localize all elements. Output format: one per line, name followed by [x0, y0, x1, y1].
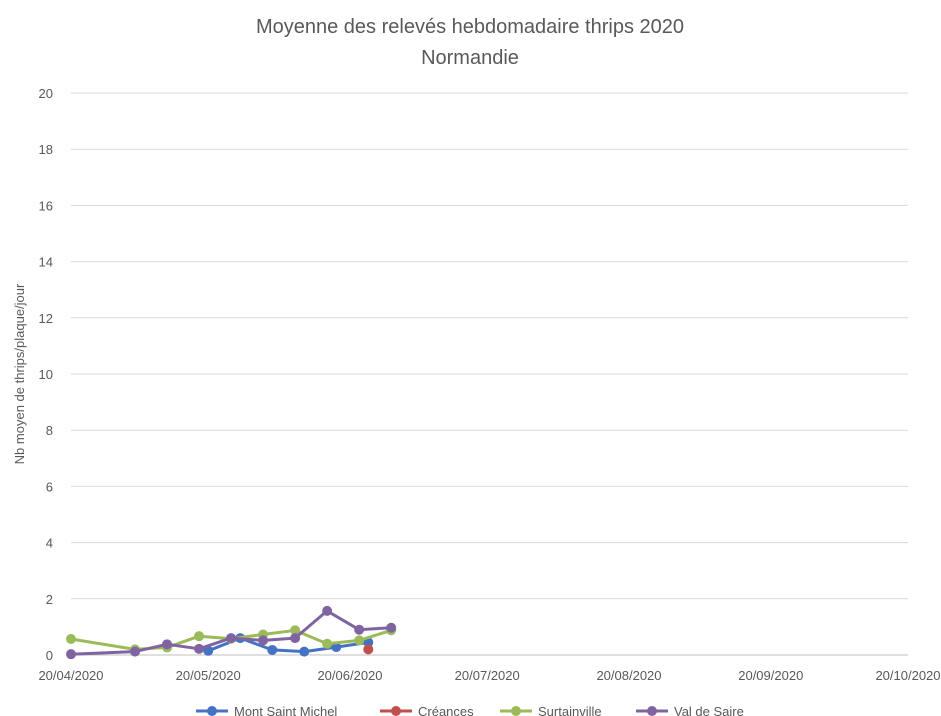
y-tick-label: 8 — [46, 423, 53, 438]
data-point — [322, 638, 333, 649]
x-tick-label: 20/06/2020 — [317, 668, 382, 683]
x-tick-label: 20/07/2020 — [455, 668, 520, 683]
x-tick-label: 20/08/2020 — [596, 668, 661, 683]
y-tick-label: 12 — [39, 311, 53, 326]
data-point — [354, 624, 365, 635]
legend-item: Surtainville — [500, 704, 602, 716]
data-point — [322, 605, 333, 616]
data-point — [267, 644, 278, 655]
chart-title: Moyenne des relevés hebdomadaire thrips … — [256, 16, 684, 69]
legend-marker — [647, 706, 657, 716]
y-tick-label: 2 — [46, 592, 53, 607]
y-axis-title: Nb moyen de thrips/plaque/jour — [12, 283, 27, 464]
x-tick-label: 20/10/2020 — [875, 668, 940, 683]
y-tick-label: 14 — [39, 255, 53, 270]
legend-marker — [391, 706, 401, 716]
y-tick-label: 16 — [39, 198, 53, 213]
y-tick-label: 10 — [39, 367, 53, 382]
x-tick-label: 20/04/2020 — [38, 668, 103, 683]
legend-label: Surtainville — [538, 704, 602, 716]
legend-label: Mont Saint Michel — [234, 704, 337, 716]
series-group — [66, 605, 397, 660]
legend-marker — [207, 706, 217, 716]
data-point — [194, 643, 205, 654]
data-point — [203, 645, 214, 656]
legend-marker — [511, 706, 521, 716]
series — [66, 605, 397, 660]
legend-item: Val de Saire — [636, 704, 744, 716]
legend: Mont Saint Michel Créances Surtainville Val… — [196, 704, 744, 716]
data-point — [66, 633, 76, 644]
legend-label: Créances — [418, 704, 474, 716]
data-point — [162, 639, 173, 650]
x-tick-label: 20/05/2020 — [176, 668, 241, 683]
x-axis-ticks: 20/04/2020 20/05/2020 20/06/2020 20/07/2020… — [38, 668, 940, 683]
data-point — [66, 649, 76, 660]
data-point — [354, 635, 365, 646]
data-point — [363, 644, 374, 655]
data-point — [258, 635, 269, 646]
chart-title-text: Moyenne des relevés hebdomadaire thrips … — [256, 16, 684, 38]
data-point — [331, 642, 342, 653]
legend-label: Val de Saire — [674, 704, 744, 716]
legend-item: Mont Saint Michel — [196, 704, 337, 716]
data-point — [194, 631, 205, 642]
y-tick-label: 0 — [46, 648, 53, 663]
y-tick-label: 6 — [46, 479, 53, 494]
x-tick-label: 20/09/2020 — [738, 668, 803, 683]
chart-subtitle-text: Normandie — [421, 47, 519, 69]
legend-item: Créances — [380, 704, 474, 716]
data-point — [226, 633, 237, 644]
data-point — [130, 646, 141, 657]
series — [363, 644, 374, 655]
data-point — [386, 622, 397, 633]
gridlines — [71, 92, 908, 656]
data-point — [290, 625, 301, 636]
data-point — [290, 633, 301, 644]
y-axis-ticks: 0 2 4 6 8 10 12 14 16 18 20 — [39, 86, 53, 663]
y-tick-label: 18 — [39, 142, 53, 157]
y-tick-label: 4 — [46, 536, 53, 551]
series-line — [69, 609, 393, 656]
y-tick-label: 20 — [39, 86, 53, 101]
data-point — [299, 646, 310, 657]
